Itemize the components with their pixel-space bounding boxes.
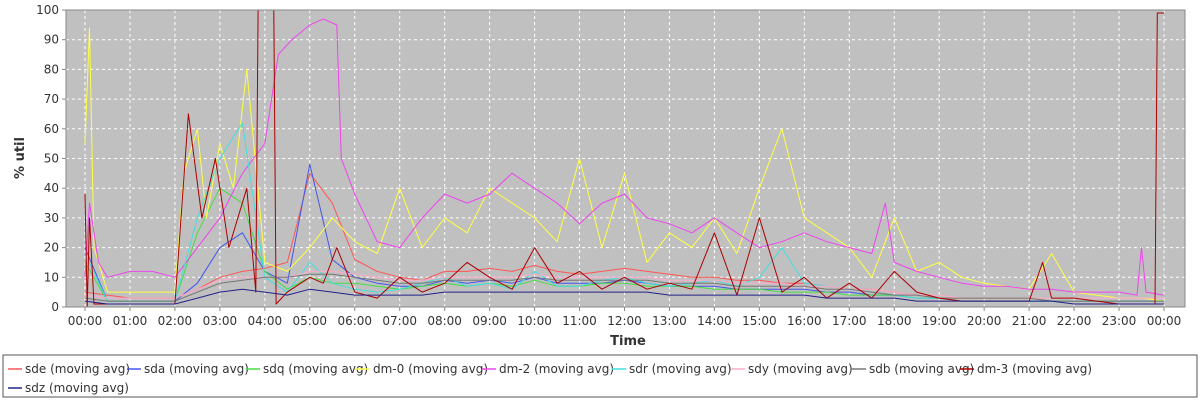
series-line-4 <box>84 18 1165 296</box>
y-tick-label: 90 <box>44 33 59 47</box>
x-tick-label: 02:00 <box>158 314 193 328</box>
x-tick-label: 07:00 <box>382 314 417 328</box>
legend-label: sde (moving avg) <box>25 362 130 376</box>
x-tick-label: 20:00 <box>967 314 1002 328</box>
y-tick-label: 40 <box>44 181 59 195</box>
legend-label: sdb (moving avg) <box>869 362 974 376</box>
y-tick-label: 60 <box>44 122 59 136</box>
legend-label: sda (moving avg) <box>144 362 249 376</box>
x-tick-label: 09:00 <box>472 314 507 328</box>
x-tick-label: 17:00 <box>832 314 867 328</box>
x-tick-label: 11:00 <box>562 314 597 328</box>
series-lines <box>84 9 1165 308</box>
x-tick-label: 18:00 <box>877 314 912 328</box>
legend-label: sdr (moving avg) <box>629 362 732 376</box>
y-tick-label: 50 <box>44 152 59 166</box>
legend-label: dm-0 (moving avg) <box>373 362 488 376</box>
y-tick-label: 70 <box>44 92 59 106</box>
y-tick-label: 80 <box>44 62 59 76</box>
x-tick-label: 16:00 <box>787 314 822 328</box>
x-tick-label: 04:00 <box>248 314 283 328</box>
x-tick-label: 22:00 <box>1057 314 1092 328</box>
x-tick-label: 06:00 <box>337 314 372 328</box>
y-tick-label: 20 <box>44 241 59 255</box>
legend-label: sdq (moving avg) <box>263 362 368 376</box>
x-tick-label: 08:00 <box>427 314 462 328</box>
x-tick-label: 12:00 <box>607 314 642 328</box>
x-tick-label: 01:00 <box>113 314 148 328</box>
y-tick-label: 100 <box>36 3 59 17</box>
x-axis: 00:00 01:00 02:00 03:00 04:00 05:00 06:00 07:00… <box>68 307 1182 328</box>
x-tick-label: 15:00 <box>742 314 777 328</box>
x-tick-label: 19:00 <box>922 314 957 328</box>
y-axis: 0 10 20 30 40 50 60 70 80 90 100 <box>36 3 66 314</box>
x-tick-label: 05:00 <box>292 314 327 328</box>
x-tick-label: 10:00 <box>517 314 552 328</box>
legend-label: dm-2 (moving avg) <box>499 362 614 376</box>
legend-label: sdz (moving avg) <box>25 381 129 395</box>
x-axis-title: Time <box>610 334 646 349</box>
series-line-9 <box>84 288 1164 305</box>
y-tick-label: 30 <box>44 211 59 225</box>
y-tick-label: 0 <box>51 300 59 314</box>
y-tick-label: 10 <box>44 270 59 284</box>
x-tick-label: 21:00 <box>1012 314 1047 328</box>
x-tick-label: 14:00 <box>697 314 732 328</box>
x-tick-label: 23:00 <box>1102 314 1137 328</box>
legend-label: sdy (moving avg) <box>748 362 853 376</box>
x-tick-label: 13:00 <box>652 314 687 328</box>
legend-box <box>2 354 1198 398</box>
x-tick-label: 03:00 <box>203 314 238 328</box>
legend: sde (moving avg) sda (moving avg) sdq (mov… <box>8 362 1092 395</box>
y-axis-title: % util <box>13 137 28 179</box>
series-line-7 <box>84 273 1164 302</box>
legend-label: dm-3 (moving avg) <box>977 362 1092 376</box>
x-tick-label: 00:00 <box>68 314 103 328</box>
x-tick-label: 00:00 <box>1147 314 1182 328</box>
